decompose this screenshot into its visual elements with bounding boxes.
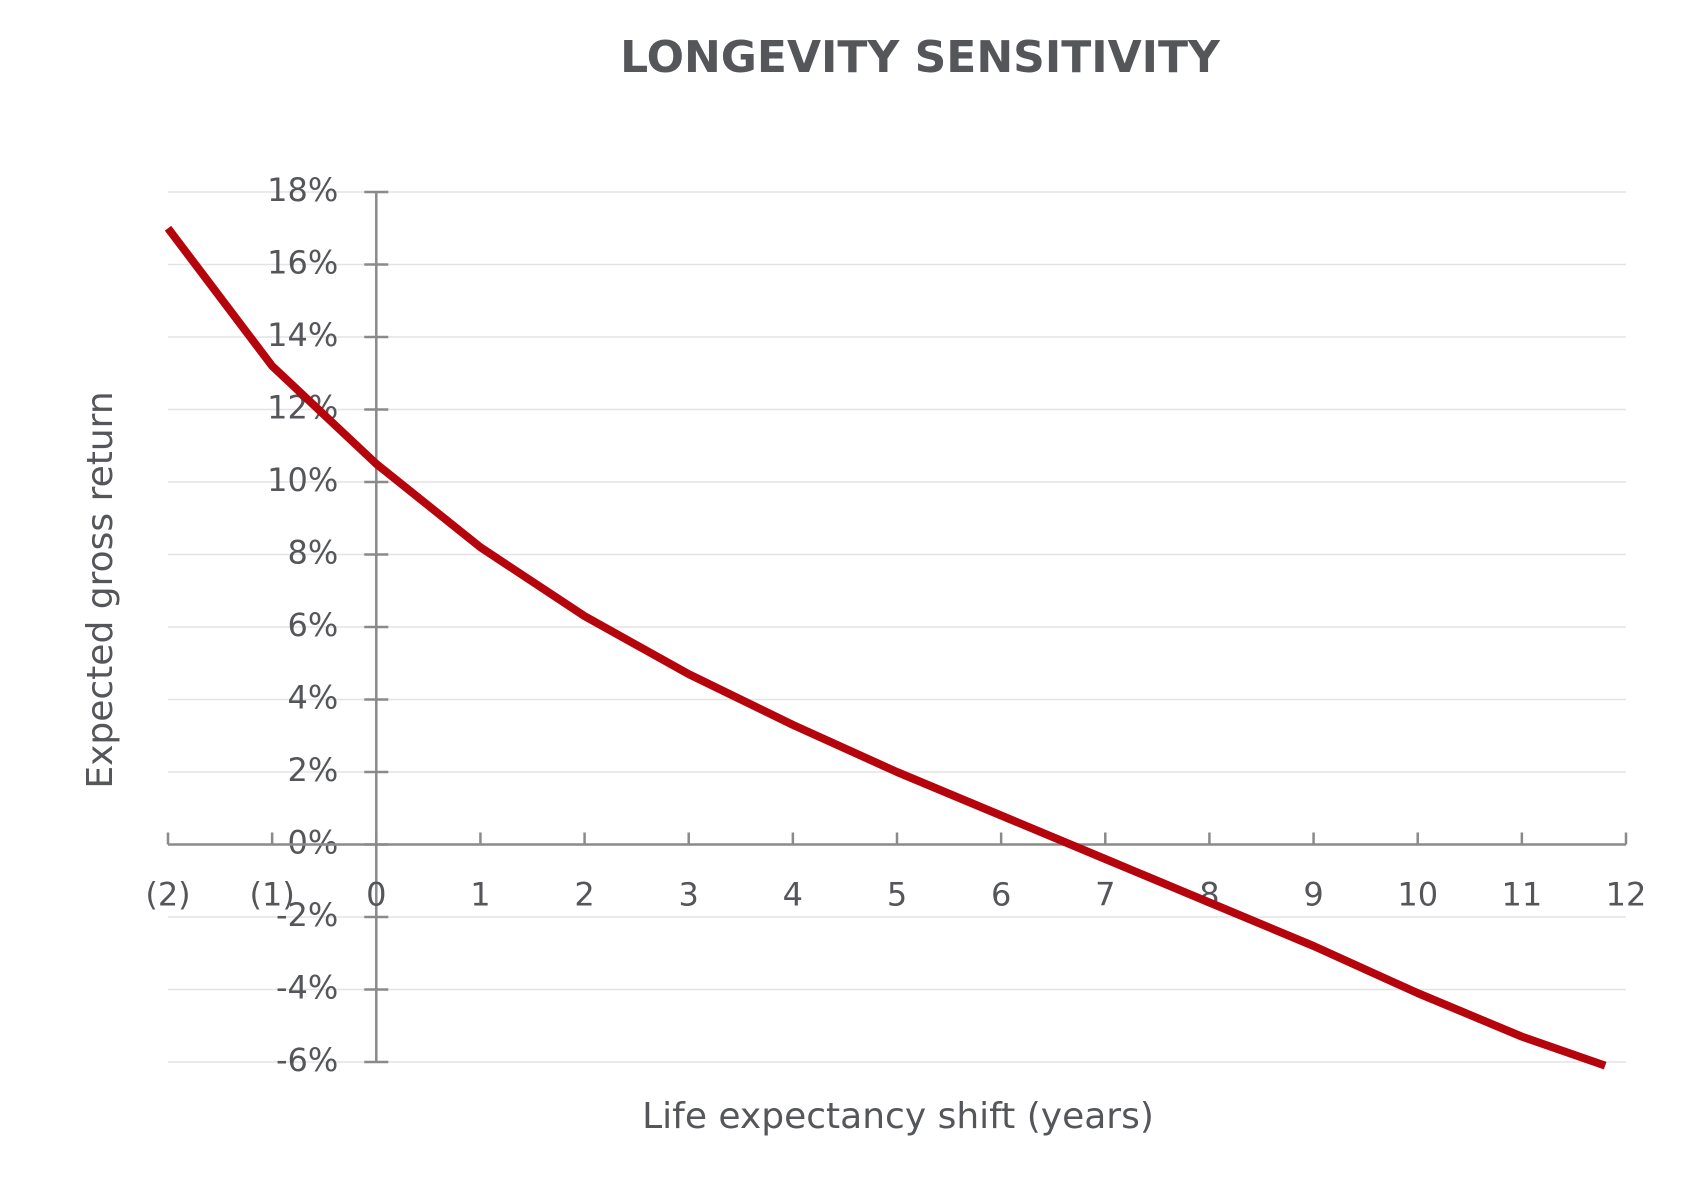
x-tick-label: 9 [1303,876,1323,914]
y-tick-label: 0% [288,824,339,862]
y-tick-label: 6% [288,606,339,644]
y-tick-label: -6% [276,1041,338,1079]
x-tick-label: (1) [249,876,294,914]
x-tick-label: 0 [366,876,386,914]
x-tick-label: 3 [679,876,699,914]
x-tick-label: 1 [470,876,490,914]
y-tick-label: 14% [267,316,338,354]
x-tick-label: 10 [1397,876,1438,914]
x-tick-label: 7 [1095,876,1115,914]
chart-title: LONGEVITY SENSITIVITY [620,32,1221,83]
x-tick-label: 6 [991,876,1011,914]
x-tick-label: 11 [1501,876,1542,914]
y-tick-label: 8% [288,534,339,572]
data-line [164,225,1607,1070]
y-tick-label: 10% [267,461,338,499]
y-tick-label: -4% [276,969,338,1007]
y-axis-title: Expected gross return [80,391,121,788]
x-tick-label: 12 [1606,876,1647,914]
y-tick-label: 16% [267,244,338,282]
x-tick-label: 5 [887,876,907,914]
x-tick-label: 2 [574,876,594,914]
x-tick-label: 4 [783,876,803,914]
y-tick-label: 4% [288,679,339,717]
x-axis-title: Life expectancy shift (years) [642,1096,1154,1137]
y-tick-label: 18% [267,171,338,209]
y-tick-label: 2% [288,751,339,789]
y-tick-label: -2% [276,896,338,934]
x-tick-label: (2) [145,876,190,914]
